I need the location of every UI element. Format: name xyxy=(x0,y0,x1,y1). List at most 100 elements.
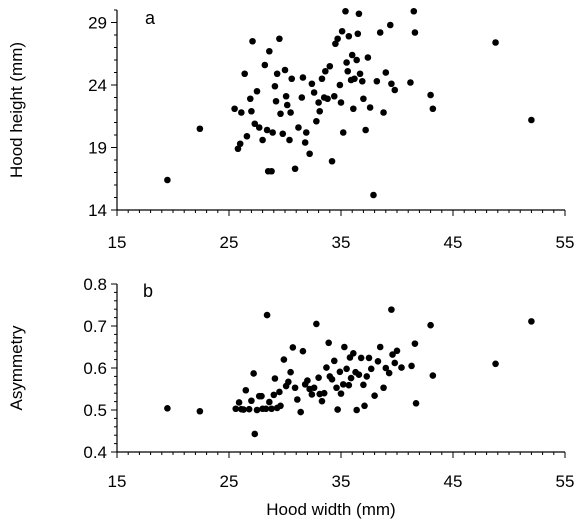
data-point xyxy=(316,107,324,115)
data-point xyxy=(492,39,499,46)
data-point xyxy=(164,405,171,412)
data-point xyxy=(235,399,243,406)
data-point xyxy=(234,145,242,153)
data-point xyxy=(355,371,363,379)
data-point xyxy=(295,124,302,131)
data-point xyxy=(364,54,372,61)
panel-a: 15 25 35 45 55 14 19 24 29 Hood height (mm) a xyxy=(7,7,575,252)
x-tick-label: 55 xyxy=(556,472,575,491)
x-tick-label: 55 xyxy=(556,233,575,252)
data-point xyxy=(313,320,320,328)
data-point xyxy=(315,99,322,106)
data-point xyxy=(245,405,253,413)
data-point xyxy=(262,405,270,413)
data-point xyxy=(268,405,275,413)
data-point xyxy=(355,10,363,18)
data-point xyxy=(277,402,284,410)
data-point xyxy=(255,124,263,131)
data-point xyxy=(279,130,287,138)
data-point xyxy=(398,364,405,371)
data-point xyxy=(366,104,374,111)
data-point xyxy=(288,75,296,83)
data-point xyxy=(276,35,283,43)
data-point xyxy=(338,27,346,35)
data-point xyxy=(382,364,390,372)
data-point xyxy=(248,107,255,115)
data-point xyxy=(350,350,357,357)
data-point xyxy=(385,369,393,377)
data-point xyxy=(250,370,257,377)
data-point xyxy=(427,321,434,329)
data-point xyxy=(336,368,344,376)
y-axis-title: Asymmetry xyxy=(7,325,26,411)
data-point xyxy=(301,139,309,146)
data-point xyxy=(269,129,276,136)
data-point xyxy=(333,384,340,392)
data-point xyxy=(266,398,273,406)
data-point xyxy=(411,340,419,347)
data-point xyxy=(323,364,330,371)
data-point xyxy=(266,47,273,55)
data-point xyxy=(380,384,387,392)
x-tick-label: 25 xyxy=(220,233,239,252)
data-point xyxy=(286,136,293,144)
data-point xyxy=(310,89,318,96)
data-point xyxy=(374,357,382,365)
data-point xyxy=(253,87,261,95)
data-point xyxy=(248,397,255,405)
data-point xyxy=(427,91,434,99)
data-point xyxy=(231,105,238,113)
data-point xyxy=(298,94,306,101)
data-point xyxy=(360,95,367,103)
data-point xyxy=(342,7,349,15)
data-point xyxy=(318,397,326,405)
data-point xyxy=(272,97,280,105)
data-point xyxy=(291,165,299,173)
data-point xyxy=(360,381,367,389)
data-point xyxy=(407,79,414,86)
data-point xyxy=(276,388,283,396)
y-tick-label: 0.6 xyxy=(83,359,107,378)
x-tick-label: 35 xyxy=(332,233,351,252)
data-point xyxy=(294,396,301,403)
data-point xyxy=(344,67,352,75)
data-point xyxy=(391,359,399,367)
data-point xyxy=(388,306,395,313)
y-tick-label: 19 xyxy=(88,139,107,158)
x-tick-label: 35 xyxy=(332,472,351,491)
y-tick-label: 0.5 xyxy=(83,401,107,420)
x-tick-label: 45 xyxy=(444,472,463,491)
data-point xyxy=(376,343,384,351)
data-point xyxy=(337,99,345,106)
data-point xyxy=(324,95,331,103)
data-point xyxy=(339,129,347,136)
data-point xyxy=(351,75,358,83)
data-point xyxy=(253,406,261,414)
data-point xyxy=(365,354,373,362)
data-point xyxy=(242,386,250,394)
data-point xyxy=(348,51,356,59)
data-point xyxy=(370,191,377,199)
data-point xyxy=(306,150,313,158)
data-point xyxy=(408,362,415,370)
data-point xyxy=(350,105,357,113)
panel-letter: a xyxy=(145,8,156,28)
data-point xyxy=(411,29,419,36)
data-point xyxy=(308,391,316,398)
data-point xyxy=(289,344,297,351)
y-tick-label: 0.7 xyxy=(83,317,107,336)
data-point xyxy=(258,392,265,400)
data-point xyxy=(241,70,248,78)
x-tick-label: 25 xyxy=(220,472,239,491)
data-point xyxy=(283,101,291,109)
data-point xyxy=(270,391,278,399)
data-point xyxy=(277,110,284,118)
data-point xyxy=(243,132,251,140)
data-point xyxy=(164,176,171,184)
data-point xyxy=(334,406,341,413)
data-point xyxy=(393,347,401,355)
data-point xyxy=(273,70,281,78)
data-point xyxy=(281,66,289,74)
data-point xyxy=(389,351,396,358)
